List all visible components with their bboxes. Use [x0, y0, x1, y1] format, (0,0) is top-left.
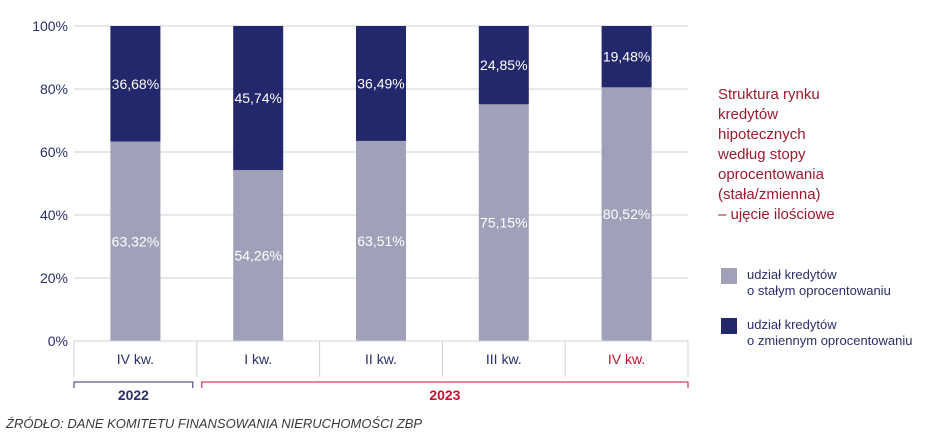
x-tick-label: IV kw. — [117, 351, 154, 367]
y-tick-label: 20% — [40, 270, 68, 286]
fixed-rate-segment — [478, 104, 529, 341]
y-tick-label: 0% — [48, 333, 68, 349]
title-line: kredytów — [718, 106, 778, 123]
data-label: 63,32% — [112, 233, 159, 249]
y-axis: 0% 20% 40% 60% 80% 100% — [32, 18, 68, 349]
legend-swatch — [721, 318, 737, 334]
variable-rate-segment — [233, 26, 284, 171]
source-note: ŹRÓDŁO: DANE KOMITETU FINANSOWANIA NIERU… — [5, 416, 422, 431]
data-label: 36,68% — [112, 76, 159, 92]
fixed-rate-segment — [110, 141, 161, 341]
data-label: 75,15% — [480, 215, 527, 231]
data-label: 54,26% — [234, 248, 281, 264]
title-line: – ujęcie ilościowe — [718, 206, 835, 223]
bars: 63,32% 36,68% 54,26% 45,74% 63,51% 36,49% 75,1… — [110, 26, 652, 341]
x-tick-label: II kw. — [365, 351, 397, 367]
chart-title: Struktura rynku kredytów hipotecznych wedłu… — [717, 86, 835, 223]
y-tick-label: 100% — [32, 18, 68, 34]
legend-label: o stałym oprocentowaniu — [747, 283, 891, 298]
legend-label: udział kredytów — [747, 317, 837, 332]
data-label: 19,48% — [603, 49, 650, 65]
title-line: oprocentowania — [718, 166, 825, 183]
year-label: 2023 — [429, 387, 460, 403]
x-tick-label: I kw. — [244, 351, 272, 367]
title-line: według stopy — [717, 146, 806, 163]
data-label: 24,85% — [480, 57, 527, 73]
legend-label: o zmiennym oprocentowaniu — [747, 333, 912, 348]
legend-swatch — [721, 268, 737, 284]
year-bracket — [201, 381, 689, 388]
title-line: hipotecznych — [718, 126, 806, 143]
legend-label: udział kredytów — [747, 267, 837, 282]
year-label: 2022 — [118, 387, 149, 403]
variable-rate-segment — [110, 26, 161, 142]
variable-rate-segment — [356, 26, 406, 141]
variable-rate-segment — [601, 26, 652, 88]
y-tick-label: 80% — [40, 81, 68, 97]
title-line: Struktura rynku — [718, 86, 820, 103]
y-tick-label: 40% — [40, 207, 68, 223]
y-tick-label: 60% — [40, 144, 68, 160]
fixed-rate-segment — [601, 87, 652, 341]
data-label: 80,52% — [603, 206, 650, 222]
x-tick-label: III kw. — [486, 351, 522, 367]
fixed-rate-segment — [356, 140, 406, 341]
x-axis: IV kw. I kw. II kw. III kw. IV kw. 2022 2023 — [73, 340, 689, 403]
variable-rate-segment — [478, 26, 529, 105]
data-label: 36,49% — [357, 75, 404, 91]
fixed-rate-segment — [233, 170, 284, 341]
data-label: 45,74% — [234, 90, 281, 106]
title-line: (stała/zmienna) — [718, 186, 821, 203]
x-tick-label: IV kw. — [608, 351, 645, 367]
data-label: 63,51% — [357, 233, 404, 249]
year-bracket — [73, 381, 194, 388]
